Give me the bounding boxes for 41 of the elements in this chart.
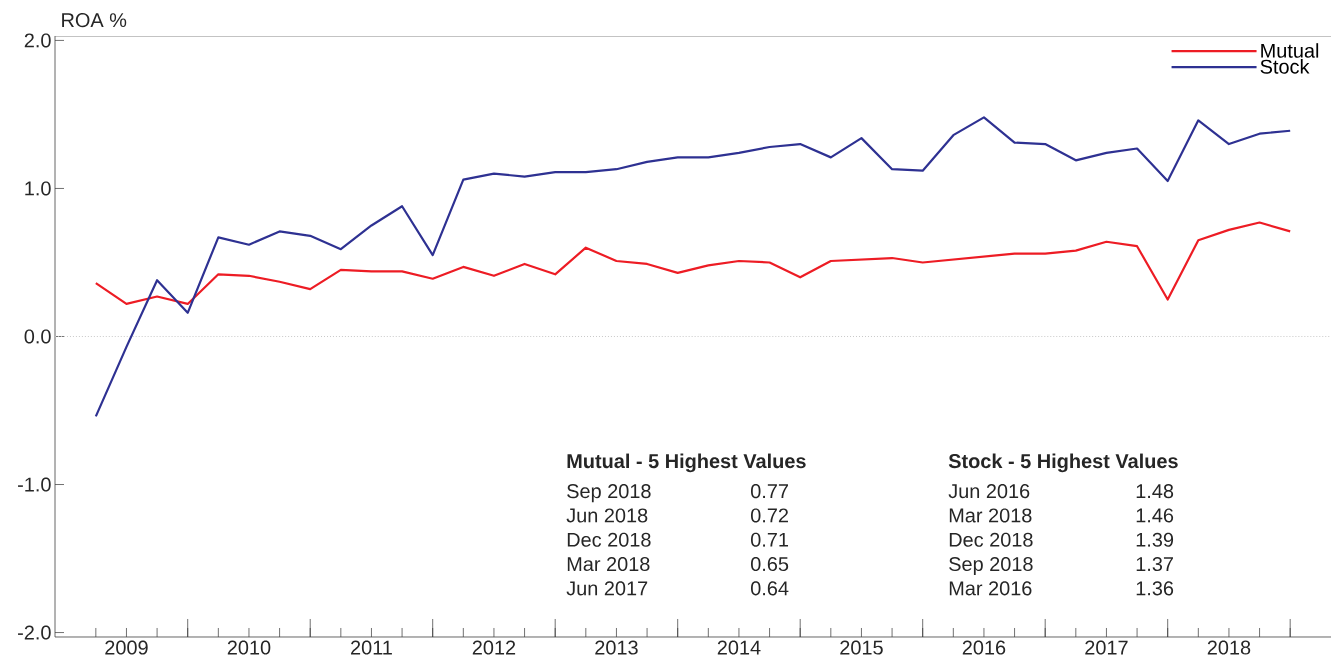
x-tick-label: 2012: [472, 640, 516, 655]
y-tick-label: 2.0: [24, 33, 51, 48]
annotation: Stock - 5 Highest Values: [948, 453, 1178, 473]
x-tick-label: 2010: [227, 640, 271, 655]
annotation: 1.37: [1136, 556, 1173, 572]
annotation: 0.72: [750, 508, 788, 523]
annotation: Dec 2018: [949, 532, 1033, 547]
x-tick-label: 2009: [105, 640, 148, 655]
annotation: 0.64: [750, 581, 789, 596]
annotation: 1.36: [1136, 581, 1174, 596]
y-tick-label: 1.0: [25, 181, 51, 196]
x-tick-label: 2014: [717, 640, 761, 655]
legend-label: Mutual: [1261, 43, 1319, 58]
legend-label: Stock: [1260, 59, 1310, 74]
line-series: [94, 116, 1292, 418]
x-tick-label: 2013: [595, 640, 638, 655]
y-axis-title: ROA %: [62, 13, 127, 28]
x-tick-label: 2017: [1085, 640, 1128, 655]
annotation: 1.46: [1136, 508, 1174, 523]
y-tick-label: 0.0: [24, 329, 51, 344]
annotation: 0.71: [750, 532, 789, 547]
annotation: Sep 2018: [949, 556, 1033, 576]
annotation: Jun 2017: [566, 581, 648, 596]
y-tick-label: -1.0: [18, 477, 51, 492]
annotation: Dec 2018: [567, 532, 651, 547]
x-tick-label: 2018: [1207, 640, 1251, 655]
annotation: Jun 2016: [948, 484, 1030, 499]
annotation: 0.65: [750, 556, 789, 572]
y-tick-label: -2.0: [18, 625, 51, 640]
x-tick-label: 2015: [840, 640, 883, 655]
annotation: Mar 2018: [949, 508, 1032, 523]
annotation: 1.48: [1136, 484, 1174, 499]
x-tick-label: 2016: [962, 640, 1006, 655]
annotation: Sep 2018: [567, 484, 651, 503]
annotation: 1.39: [1136, 532, 1174, 547]
annotation: 0.77: [750, 484, 788, 499]
annotation: Mar 2016: [949, 581, 1032, 596]
annotation: Jun 2018: [566, 508, 648, 523]
annotation: Mar 2018: [567, 556, 650, 572]
annotation: Mutual - 5 Highest Values: [567, 453, 806, 473]
x-tick-label: 2011: [351, 640, 392, 655]
